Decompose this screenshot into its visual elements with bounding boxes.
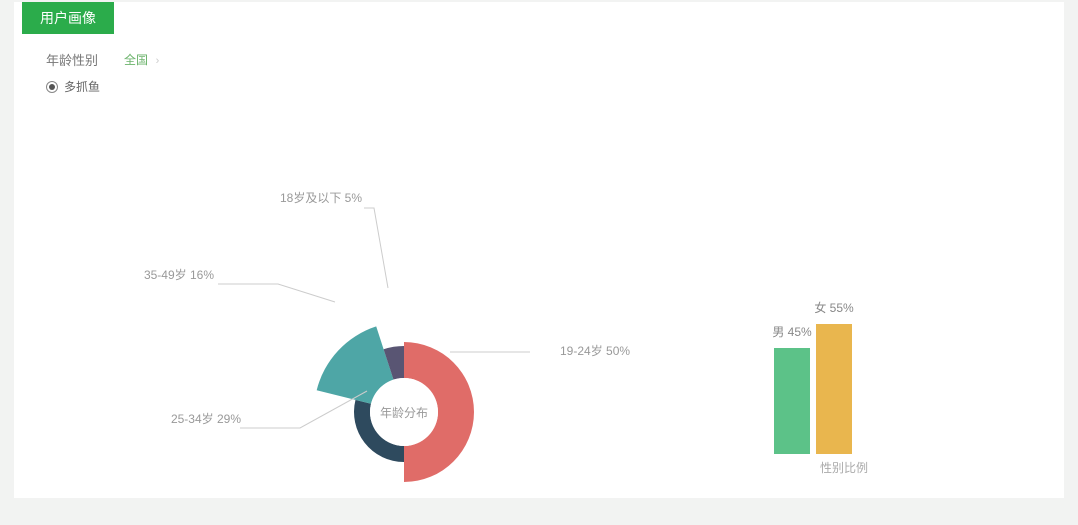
radio-label: 多抓鱼 — [64, 78, 100, 95]
rose-slice-label: 19-24岁 50% — [560, 342, 630, 359]
age-rose-chart: 年龄分布 — [294, 302, 514, 522]
bars: 男 45%女 55% — [774, 324, 852, 454]
chart-area: 年龄分布 19-24岁 50% 25-34岁 29% 35-49岁 16% 18岁及以… — [14, 122, 1064, 492]
card: 用户画像 年龄性别 全国 › 多抓鱼 年龄分布 19-24岁 50% 25-34岁… — [14, 2, 1064, 498]
radio-option[interactable]: 多抓鱼 — [46, 78, 100, 95]
bar[interactable] — [774, 348, 810, 454]
breadcrumb-link[interactable]: 全国 — [124, 53, 148, 67]
bar-column: 女 55% — [816, 324, 852, 454]
rose-center-label: 年龄分布 — [370, 378, 438, 446]
chevron-right-icon: › — [156, 55, 160, 67]
header-tab: 用户画像 — [22, 2, 114, 34]
breadcrumb[interactable]: 全国 › — [124, 51, 159, 68]
bar[interactable] — [816, 324, 852, 454]
filter-row: 年龄性别 全国 › — [46, 50, 159, 69]
header-tab-label: 用户画像 — [40, 10, 96, 26]
rose-slice-label: 25-34岁 29% — [171, 410, 241, 427]
bar-chart-title: 性别比例 — [820, 459, 868, 476]
bar-label: 男 45% — [772, 323, 811, 340]
rose-slice-label: 35-49岁 16% — [144, 266, 214, 283]
radio-dot-icon — [46, 81, 58, 93]
bar-column: 男 45% — [774, 348, 810, 454]
section-label: 年龄性别 — [46, 50, 98, 69]
gender-bar-chart: 男 45%女 55% 性别比例 — [744, 282, 944, 482]
bar-label: 女 55% — [814, 299, 853, 316]
rose-slice-label: 18岁及以下 5% — [280, 189, 362, 206]
